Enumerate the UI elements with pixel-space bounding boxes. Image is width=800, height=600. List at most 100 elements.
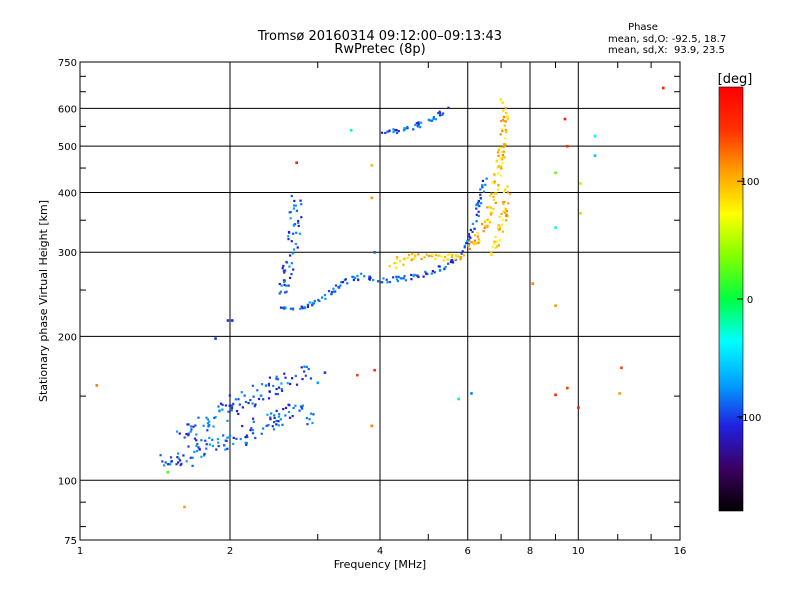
o-trace-echo: [467, 233, 470, 236]
o-trace-echo: [237, 398, 240, 401]
scatter-point: [579, 212, 582, 215]
o-trace-echo: [466, 240, 469, 243]
o-trace-echo: [292, 232, 295, 235]
o-trace-echo: [292, 268, 295, 271]
o-trace-echo: [232, 402, 235, 405]
o-trace-echo: [251, 428, 254, 432]
scatter-point: [166, 470, 170, 474]
o-trace-echo: [283, 280, 286, 283]
x-trace-echo: [492, 207, 495, 210]
o-trace-echo: [468, 235, 471, 238]
x-trace-echo: [425, 253, 428, 256]
o-trace-echo: [484, 183, 487, 186]
o-trace-echo: [432, 117, 435, 120]
o-trace-echo: [447, 106, 450, 109]
o-trace-echo: [291, 414, 294, 418]
o-trace-echo: [412, 273, 416, 277]
o-trace-echo: [296, 246, 299, 249]
o-trace-echo: [252, 395, 255, 398]
o-trace-echo: [267, 384, 270, 387]
o-trace-echo: [287, 410, 291, 414]
o-trace-echo: [481, 184, 484, 187]
o-trace-echo: [287, 238, 290, 241]
x-trace-echo: [480, 223, 484, 226]
o-trace-echo: [480, 202, 483, 205]
o-trace-echo: [221, 408, 224, 411]
o-trace-echo: [218, 409, 221, 412]
o-trace-echo: [289, 307, 292, 310]
scatter-point: [577, 406, 580, 409]
o-trace-echo: [244, 400, 248, 404]
o-trace-echo: [287, 284, 290, 287]
x-trace-echo: [473, 239, 477, 242]
colorbar-tick-label: -100: [739, 413, 762, 424]
o-trace-echo: [189, 456, 192, 459]
o-trace-echo: [380, 131, 384, 134]
o-trace-echo: [289, 382, 292, 386]
x-trace-echo: [486, 226, 489, 229]
o-trace-echo: [311, 304, 314, 307]
x-trace-echo: [496, 151, 500, 154]
x-trace-echo: [501, 118, 505, 121]
o-trace-echo: [482, 190, 486, 193]
o-trace-echo: [305, 365, 308, 369]
o-trace-echo: [203, 452, 206, 456]
x-tick-label: 16: [674, 546, 687, 557]
o-trace-echo: [433, 271, 436, 274]
y-tick-labels: 75 100 200 300 400 500 600 750: [58, 58, 77, 547]
o-trace-echo: [169, 463, 172, 466]
o-trace-echo: [386, 130, 389, 133]
o-trace-echo: [288, 276, 292, 280]
o-trace-echo: [346, 282, 349, 285]
o-trace-echo: [191, 456, 194, 459]
o-trace-echo: [259, 394, 262, 397]
scatter-point: [214, 337, 217, 340]
o-trace-echo: [303, 305, 306, 309]
o-trace-echo: [300, 216, 303, 219]
x-trace-echo: [506, 115, 509, 118]
o-trace-echo: [217, 405, 220, 408]
x-trace-echo: [493, 242, 496, 245]
o-trace-echo: [235, 410, 239, 413]
o-trace-echo: [185, 460, 188, 463]
scatter-point: [531, 282, 535, 285]
x-trace-echo: [495, 245, 499, 248]
scatter-point: [373, 251, 376, 254]
o-trace-echo: [385, 278, 388, 281]
x-trace-echo: [431, 253, 434, 257]
o-trace-echo: [159, 454, 162, 457]
o-trace-echo: [206, 418, 210, 421]
o-trace-echo: [180, 462, 183, 465]
scatter-point: [593, 134, 597, 138]
o-trace-echo: [256, 389, 259, 392]
o-trace-echo: [190, 428, 193, 431]
x-trace-echo: [493, 182, 496, 185]
o-trace-echo: [275, 409, 278, 412]
o-trace-echo: [279, 290, 282, 293]
o-trace-echo: [460, 252, 463, 255]
o-trace-echo: [425, 272, 428, 275]
x-trace-echo: [494, 240, 497, 243]
o-trace-echo: [277, 424, 280, 427]
o-trace-echo: [281, 267, 284, 270]
x-trace-echo: [468, 247, 471, 250]
o-trace-echo: [438, 269, 442, 272]
o-trace-echo: [477, 214, 480, 218]
x-trace-echo: [484, 220, 487, 223]
o-trace-echo: [251, 432, 255, 435]
plot-area: 1 2 4 6 8 10 16 75 100 200 300 400 500 600 750: [58, 58, 686, 557]
x-trace-echo: [495, 159, 499, 162]
o-trace-echo: [285, 260, 288, 264]
x-trace-echo: [489, 213, 493, 216]
o-trace-echo: [419, 126, 422, 129]
scatter-point: [554, 304, 557, 307]
scatter-point: [295, 161, 298, 164]
o-trace-echo: [275, 423, 278, 426]
x-trace-echo: [453, 257, 456, 261]
o-trace-echo: [441, 113, 444, 117]
o-trace-echo: [214, 415, 217, 419]
o-trace-echo: [481, 179, 485, 183]
o-trace-echo: [297, 219, 300, 223]
x-trace-echo: [502, 115, 505, 119]
o-trace-echo: [215, 448, 218, 451]
